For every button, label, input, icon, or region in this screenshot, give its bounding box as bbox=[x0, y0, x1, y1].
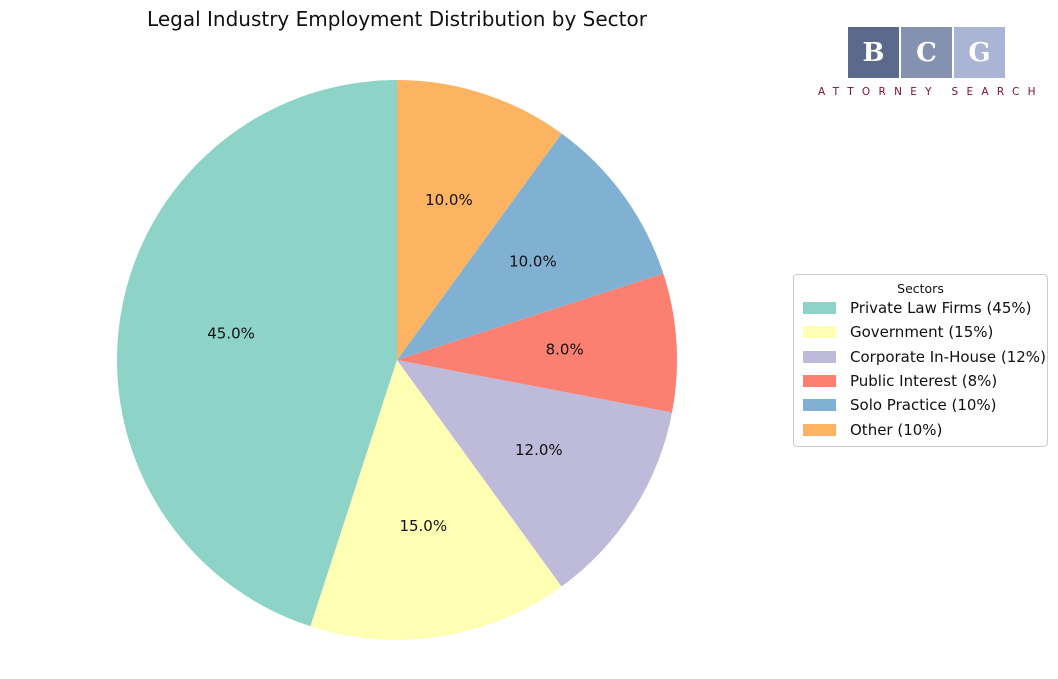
slice-label: 15.0% bbox=[399, 517, 447, 535]
logo-letter: G bbox=[954, 27, 1005, 78]
slice-label: 8.0% bbox=[546, 340, 584, 358]
legend-label: Government (15%) bbox=[850, 323, 994, 342]
legend-title: Sectors bbox=[897, 281, 944, 296]
legend-item: Corporate In-House (12%) bbox=[794, 345, 1047, 369]
pie-slice bbox=[397, 360, 673, 587]
legend-item: Private Law Firms (45%) bbox=[794, 296, 1047, 320]
pie-slice bbox=[397, 133, 664, 360]
legend-item: Other (10%) bbox=[794, 417, 1047, 441]
slice-label: 12.0% bbox=[515, 441, 563, 459]
legend-item: Public Interest (8%) bbox=[794, 369, 1047, 393]
legend-swatch bbox=[803, 423, 836, 436]
legend-label: Private Law Firms (45%) bbox=[850, 299, 1032, 318]
pie-slice bbox=[310, 360, 562, 640]
slice-label: 45.0% bbox=[207, 325, 255, 343]
chart-title: Legal Industry Employment Distribution b… bbox=[147, 7, 648, 31]
legend-swatch bbox=[803, 399, 836, 412]
slice-label: 10.0% bbox=[509, 252, 557, 270]
logo-letter: C bbox=[901, 27, 952, 78]
legend-swatch bbox=[803, 326, 836, 339]
legend-label: Corporate In-House (12%) bbox=[850, 347, 1046, 366]
pie-slice bbox=[397, 80, 562, 360]
legend-label: Solo Practice (10%) bbox=[850, 396, 997, 415]
legend-item: Solo Practice (10%) bbox=[794, 393, 1047, 417]
legend-swatch bbox=[803, 350, 836, 363]
legend-swatch bbox=[803, 375, 836, 388]
legend-swatch bbox=[803, 302, 836, 315]
slice-label: 10.0% bbox=[425, 191, 473, 209]
legend-item: Government (15%) bbox=[794, 320, 1047, 344]
pie-slice bbox=[397, 273, 677, 413]
legend: Sectors Private Law Firms (45%) Governmen… bbox=[793, 274, 1048, 447]
legend-label: Other (10%) bbox=[850, 420, 943, 439]
legend-label: Public Interest (8%) bbox=[850, 372, 998, 391]
logo-letter: B bbox=[848, 27, 899, 78]
pie-slice bbox=[116, 80, 397, 627]
logo-tagline: ATTORNEY SEARCH bbox=[818, 86, 1044, 98]
